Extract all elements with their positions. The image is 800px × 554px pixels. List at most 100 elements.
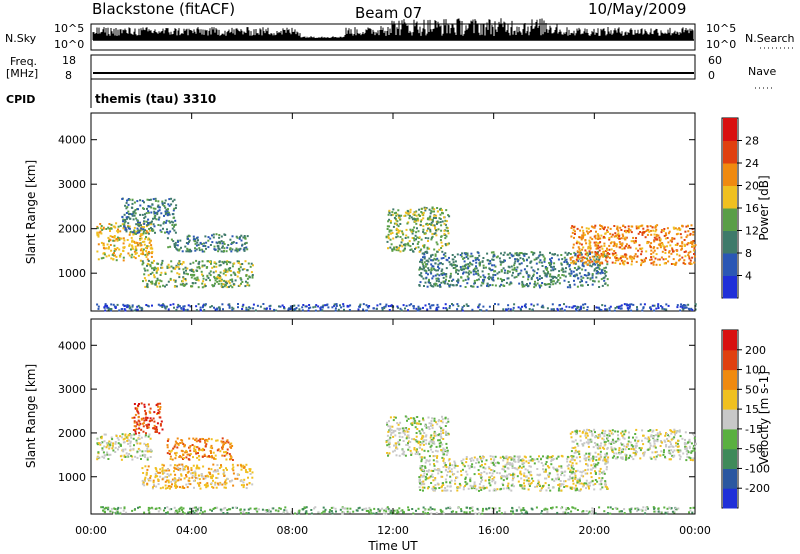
echo-cell bbox=[506, 272, 509, 275]
echo-cell bbox=[234, 273, 237, 276]
echo-cell bbox=[162, 464, 165, 467]
echo-cell bbox=[472, 273, 475, 276]
echo-cell bbox=[395, 227, 398, 230]
echo-cell bbox=[406, 222, 409, 225]
echo-cell bbox=[602, 459, 604, 462]
echo-cell bbox=[493, 254, 496, 257]
echo-cell bbox=[529, 261, 532, 264]
echo-cell bbox=[488, 489, 491, 492]
echo-cell bbox=[403, 248, 406, 251]
echo-cell bbox=[188, 437, 191, 440]
echo-cell bbox=[147, 426, 150, 429]
echo-cell bbox=[182, 268, 185, 271]
echo-cell bbox=[203, 250, 206, 253]
echo-cell bbox=[140, 224, 142, 227]
echo-cell bbox=[406, 243, 409, 246]
echo-cell bbox=[132, 429, 135, 431]
echo-cell bbox=[204, 303, 207, 306]
echo-cell bbox=[395, 444, 398, 447]
echo-cell bbox=[405, 228, 408, 231]
echo-cell bbox=[156, 430, 158, 433]
echo-cell bbox=[164, 484, 167, 487]
echo-cell bbox=[397, 249, 400, 252]
echo-cell bbox=[129, 306, 132, 309]
echo-cell bbox=[538, 284, 541, 287]
echo-cell bbox=[510, 253, 513, 256]
echo-cell bbox=[218, 467, 221, 469]
echo-cell bbox=[215, 277, 218, 280]
echo-cell bbox=[558, 487, 561, 490]
echo-cell bbox=[595, 276, 598, 279]
echo-cell bbox=[143, 478, 146, 481]
echo-cell bbox=[408, 428, 410, 430]
echo-cell bbox=[478, 483, 481, 486]
echo-cell bbox=[436, 207, 439, 209]
colorbar-segment bbox=[723, 185, 737, 209]
echo-cell bbox=[641, 233, 644, 236]
echo-cell bbox=[591, 283, 594, 286]
echo-cell bbox=[236, 477, 239, 480]
echo-cell bbox=[167, 208, 169, 211]
echo-cell bbox=[163, 471, 166, 474]
echo-cell bbox=[159, 229, 162, 232]
echo-cell bbox=[513, 264, 516, 267]
echo-cell bbox=[399, 307, 402, 310]
echo-cell bbox=[119, 455, 122, 458]
echo-cell bbox=[639, 225, 642, 228]
echo-cell bbox=[425, 439, 428, 442]
echo-cell bbox=[650, 233, 653, 236]
echo-cell bbox=[140, 252, 143, 255]
echo-cell bbox=[417, 241, 420, 243]
echo-cell bbox=[101, 447, 104, 450]
echo-cell bbox=[416, 422, 419, 425]
echo-cell bbox=[613, 241, 616, 244]
echo-cell bbox=[141, 260, 144, 263]
echo-cell bbox=[605, 271, 608, 274]
echo-cell bbox=[182, 465, 184, 468]
echo-cell bbox=[383, 307, 386, 310]
echo-cell bbox=[437, 210, 439, 213]
echo-cell bbox=[611, 261, 614, 264]
echo-cell bbox=[667, 232, 670, 235]
echo-cell bbox=[212, 271, 215, 274]
echo-cell bbox=[601, 304, 604, 307]
echo-cell bbox=[578, 251, 581, 254]
echo-cell bbox=[592, 226, 595, 229]
echo-cell bbox=[478, 254, 481, 257]
echo-cell bbox=[491, 284, 494, 287]
echo-cell bbox=[578, 236, 581, 239]
echo-cell bbox=[408, 217, 411, 220]
echo-cell bbox=[505, 281, 508, 284]
echo-cell bbox=[606, 284, 609, 287]
echo-cell bbox=[673, 227, 676, 230]
echo-cell bbox=[182, 443, 185, 445]
echo-cell bbox=[340, 306, 343, 309]
echo-cell bbox=[633, 241, 636, 244]
echo-cell bbox=[195, 452, 198, 455]
echo-cell bbox=[498, 257, 501, 260]
echo-cell bbox=[159, 471, 161, 474]
echo-cell bbox=[158, 216, 161, 219]
echo-cell bbox=[388, 209, 391, 212]
echo-cell bbox=[422, 256, 424, 259]
echo-cell bbox=[192, 261, 195, 264]
echo-cell bbox=[199, 308, 202, 311]
echo-cell bbox=[433, 434, 436, 437]
echo-cell bbox=[128, 254, 131, 257]
echo-cell bbox=[491, 268, 494, 271]
echo-cell bbox=[170, 197, 173, 200]
echo-cell bbox=[440, 437, 443, 439]
echo-cell bbox=[423, 256, 426, 259]
echo-cell bbox=[585, 487, 587, 490]
echo-cell bbox=[641, 309, 644, 312]
echo-cell bbox=[147, 259, 150, 262]
echo-cell bbox=[171, 478, 174, 481]
echo-cell bbox=[153, 225, 156, 228]
echo-cell bbox=[589, 230, 592, 233]
echo-cell bbox=[460, 308, 463, 311]
echo-cell bbox=[546, 272, 549, 275]
echo-cell bbox=[162, 227, 164, 230]
echo-cell bbox=[221, 245, 224, 248]
echo-cell bbox=[121, 308, 124, 310]
echo-cell bbox=[348, 309, 351, 311]
